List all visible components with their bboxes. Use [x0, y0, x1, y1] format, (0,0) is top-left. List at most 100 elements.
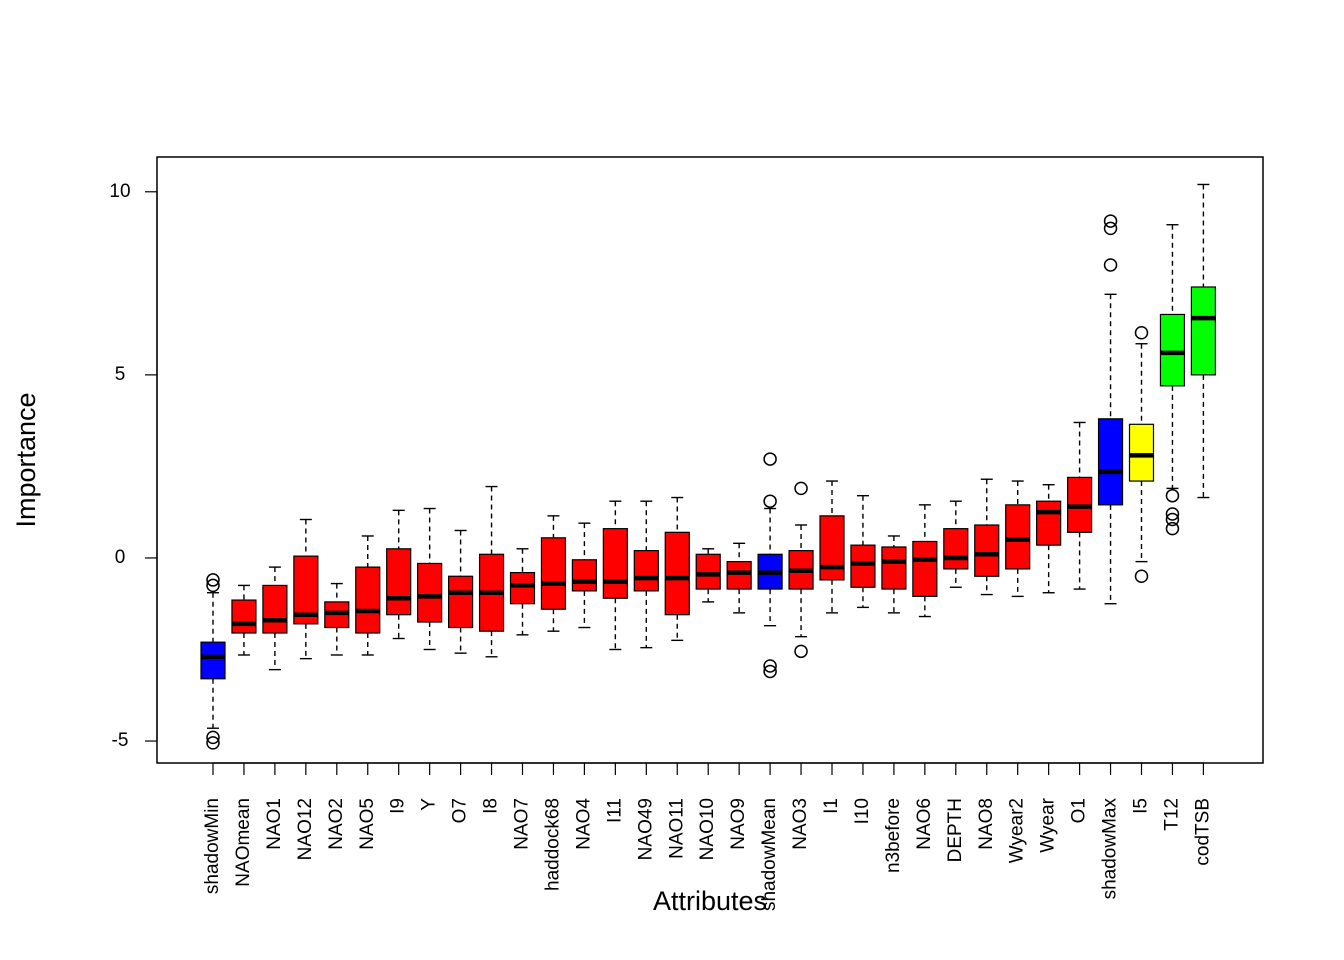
box-iqr [726, 561, 752, 590]
box-Wyear [1036, 484, 1062, 594]
outlier-point [763, 494, 777, 508]
x-tick-label: I11 [604, 798, 625, 823]
x-tick-label: NAO49 [635, 798, 656, 860]
y-axis: -5 0 5 10 [109, 181, 158, 751]
box-haddock68 [540, 515, 567, 632]
box-I1 [819, 480, 845, 614]
outlier-point [206, 730, 220, 745]
x-tick-label: codTSB [1192, 798, 1213, 866]
x-axis-labels: shadowMin NAOmean NAO1 NAO12 NAO2 NAO5 I9 Y O7 I8… [202, 762, 1213, 911]
outlier-point [1103, 214, 1118, 228]
box-NAO7 [509, 548, 536, 636]
outlier-point [763, 664, 777, 679]
outlier-point [1165, 512, 1180, 527]
outlier-point [1165, 507, 1180, 521]
box-iqr [881, 546, 907, 590]
outlier-point [763, 452, 777, 466]
x-tick-label: Y [419, 798, 440, 811]
box-NAO49 [633, 500, 659, 649]
outlier-point [1103, 221, 1118, 236]
box-Y [417, 507, 443, 651]
box-iqr [602, 528, 628, 599]
x-tick-label: Wyear2 [1007, 798, 1028, 863]
x-tick-label: NAO12 [295, 798, 316, 860]
box-iqr [448, 575, 474, 629]
x-tick-label: NAO6 [914, 798, 935, 850]
x-tick-label: Wyear [1038, 797, 1059, 852]
box-I10 [850, 495, 876, 609]
box-I11 [602, 500, 628, 651]
x-tick-label: n3before [883, 798, 904, 873]
box-NAO5 [355, 535, 381, 656]
box-NAO4 [571, 522, 598, 629]
x-tick-label: NAOmean [233, 798, 254, 887]
box-iqr [695, 553, 721, 590]
x-tick-label: O7 [450, 798, 471, 823]
x-tick-label: NAO10 [697, 798, 718, 860]
x-axis-title: Attributes [653, 886, 767, 916]
box-NAO10 [695, 548, 721, 603]
x-tick-label: shadowMean [759, 798, 780, 911]
outlier-point [206, 736, 220, 750]
box-iqr [1005, 504, 1031, 570]
outlier-point [794, 481, 808, 496]
x-tick-label: I1 [821, 798, 842, 814]
box-NAO6 [912, 504, 938, 618]
box-iqr [1159, 313, 1186, 387]
x-tick-label: NAO1 [264, 798, 285, 850]
x-tick-label: T12 [1161, 798, 1182, 831]
x-tick-label: NAO8 [976, 798, 997, 850]
box-iqr [200, 641, 226, 680]
box-iqr [819, 515, 845, 581]
x-tick-label: NAO2 [326, 798, 347, 850]
x-tick-label: NAO3 [790, 798, 811, 850]
outlier-point [763, 659, 777, 673]
box-NAO9 [726, 542, 752, 614]
box-shadowMin [200, 573, 226, 750]
y-tick-label: 5 [115, 364, 126, 385]
box-iqr [1128, 423, 1155, 482]
box-iqr [355, 566, 381, 634]
box-NAO3 [788, 481, 814, 659]
box-NAO2 [324, 582, 350, 656]
box-iqr [231, 599, 257, 634]
box-iqr [386, 548, 412, 616]
box-I5 [1128, 326, 1155, 584]
box-Wyear2 [1005, 480, 1031, 598]
outlier-point [1103, 258, 1118, 272]
x-tick-label: shadowMax [1100, 798, 1121, 900]
box-iqr [262, 584, 288, 634]
box-iqr [509, 571, 536, 605]
x-tick-label: NAO5 [357, 798, 378, 850]
box-O7 [448, 529, 474, 654]
x-tick-label: NAO7 [512, 798, 533, 850]
outlier-point [206, 578, 220, 593]
box-iqr [1190, 286, 1217, 376]
outlier-point [794, 644, 808, 659]
x-tick-label: NAO9 [728, 798, 749, 850]
box-shadowMean [757, 452, 783, 679]
x-tick-label: I10 [852, 798, 873, 824]
box-iqr [633, 550, 659, 592]
box-codTSB [1190, 183, 1217, 499]
x-tick-label: DEPTH [945, 798, 966, 862]
x-tick-label: NAO4 [573, 798, 594, 850]
box-iqr [912, 540, 938, 597]
box-NAO12 [293, 518, 319, 660]
box-T12 [1159, 224, 1186, 536]
box-I8 [478, 485, 505, 658]
x-tick-label: haddock68 [542, 798, 563, 891]
box-shadowMax [1097, 214, 1124, 605]
box-iqr [1036, 500, 1062, 546]
y-tick-label: 10 [109, 181, 130, 202]
box-iqr [664, 531, 690, 616]
plot-frame [156, 156, 1264, 764]
x-tick-label: I9 [388, 798, 409, 814]
box-O1 [1066, 421, 1093, 590]
y-tick-label: -5 [112, 730, 129, 751]
x-tick-label: I8 [481, 798, 502, 814]
box-iqr [943, 528, 969, 570]
x-tick-label: NAO11 [666, 798, 687, 859]
box-n3before [881, 535, 907, 614]
